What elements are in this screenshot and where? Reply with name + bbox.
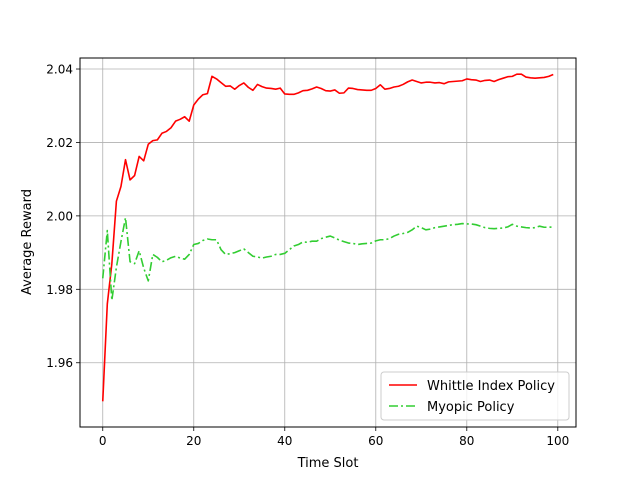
x-tick-label: 60 bbox=[368, 434, 383, 448]
series-layer bbox=[101, 73, 554, 402]
x-tick-label: 40 bbox=[277, 434, 292, 448]
x-tick-label: 20 bbox=[186, 434, 201, 448]
grid bbox=[80, 58, 576, 427]
plot-frame bbox=[79, 57, 577, 428]
series-line-myopic bbox=[101, 216, 554, 302]
y-axis-label: Average Reward bbox=[20, 189, 35, 295]
y-axis: 1.96 1.98 2.00 2.02 2.04 bbox=[46, 63, 80, 370]
y-tick-label: 2.04 bbox=[46, 63, 73, 77]
series-line-whittle bbox=[101, 73, 554, 402]
x-tick-label: 100 bbox=[546, 434, 569, 448]
legend-box bbox=[380, 371, 570, 421]
y-tick-label: 1.98 bbox=[46, 283, 73, 297]
legend-label-whittle: Whittle Index Policy bbox=[427, 379, 555, 394]
x-axis-label: Time Slot bbox=[297, 456, 359, 471]
y-tick-label: 2.00 bbox=[46, 209, 73, 223]
y-tick-label: 2.02 bbox=[46, 136, 73, 150]
legend-label-myopic: Myopic Policy bbox=[427, 400, 515, 415]
legend: Whittle Index Policy Myopic Policy bbox=[380, 371, 570, 421]
x-axis: 0 20 40 60 80 100 bbox=[99, 427, 569, 448]
y-tick-label: 1.96 bbox=[46, 356, 73, 370]
x-tick-label: 0 bbox=[99, 434, 107, 448]
x-tick-label: 80 bbox=[459, 434, 474, 448]
